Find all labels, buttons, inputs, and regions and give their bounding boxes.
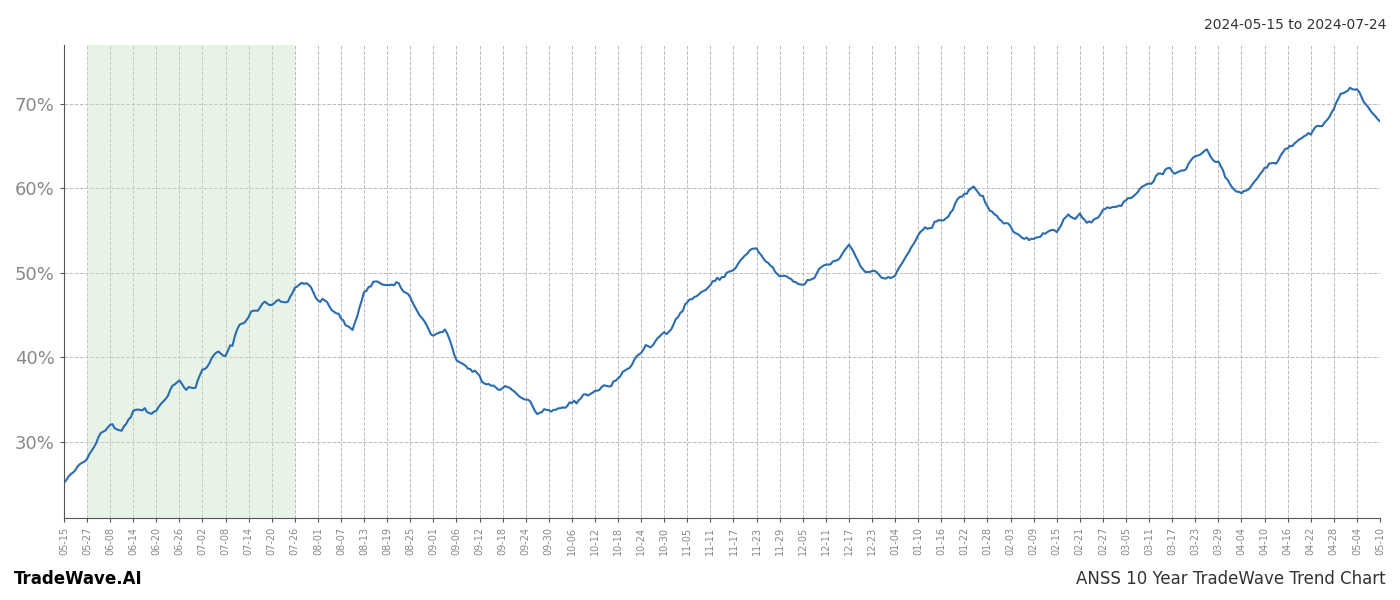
Text: ANSS 10 Year TradeWave Trend Chart: ANSS 10 Year TradeWave Trend Chart [1077,570,1386,588]
Bar [87,45,295,518]
Text: 2024-05-15 to 2024-07-24: 2024-05-15 to 2024-07-24 [1204,18,1386,32]
Text: TradeWave.AI: TradeWave.AI [14,570,143,588]
